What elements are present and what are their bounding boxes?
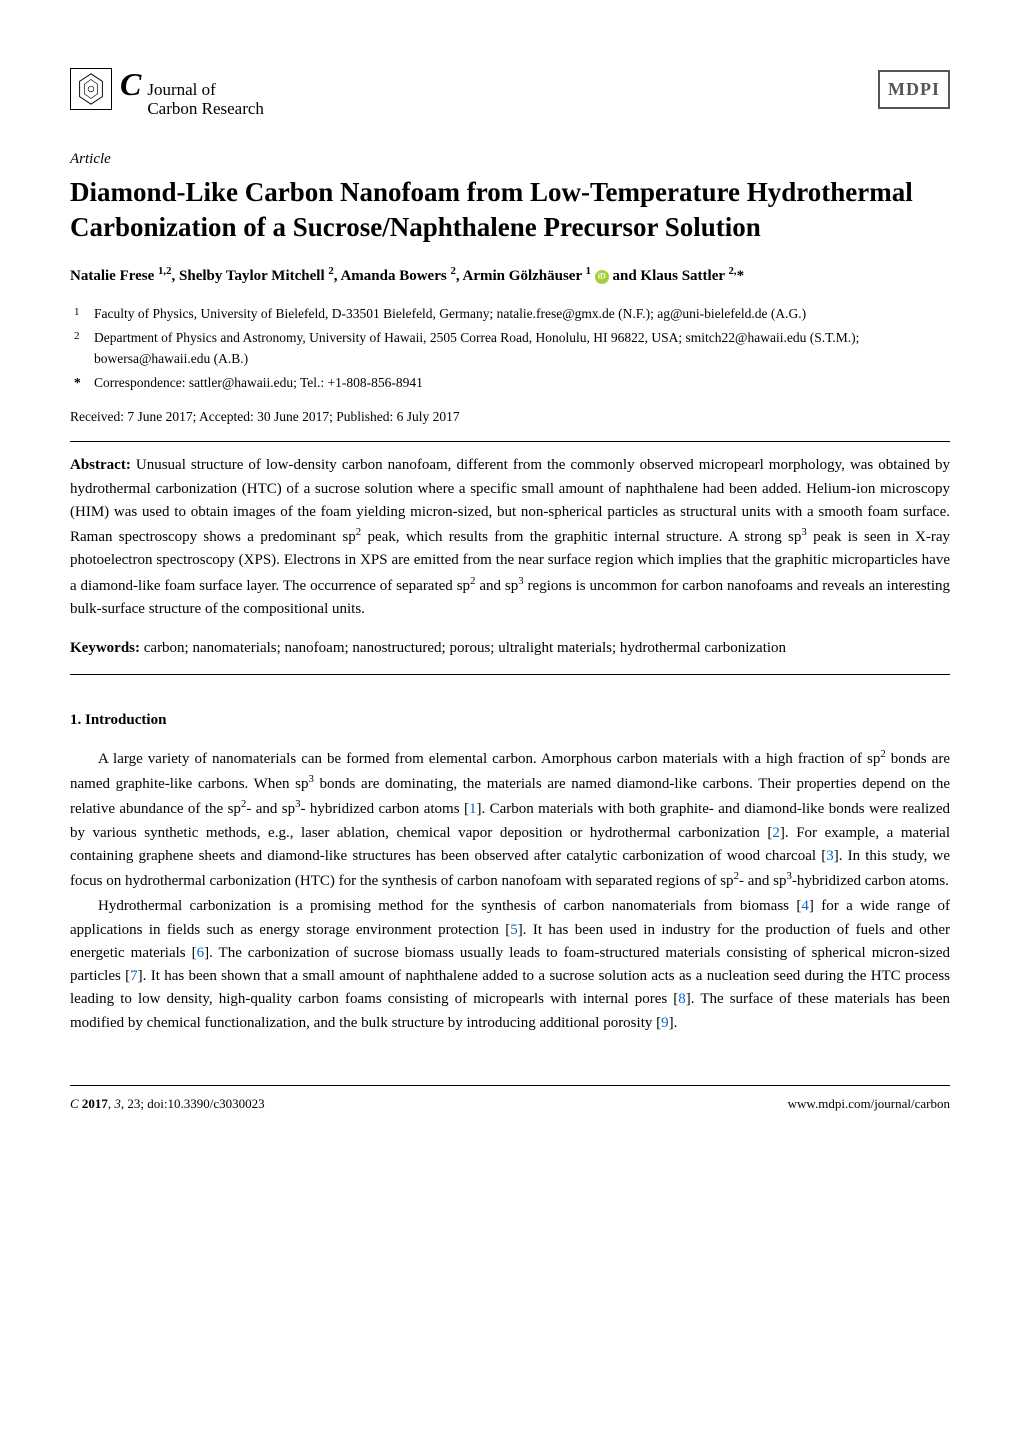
journal-line1: Journal of bbox=[147, 80, 215, 99]
publisher-logo: MDPI bbox=[878, 70, 950, 109]
page-footer: C 2017, 3, 23; doi:10.3390/c3030023 www.… bbox=[70, 1085, 950, 1114]
footer-left: C 2017, 3, 23; doi:10.3390/c3030023 bbox=[70, 1094, 265, 1114]
journal-title-text: Journal of Carbon Research bbox=[147, 81, 264, 118]
affiliation-text: Faculty of Physics, University of Bielef… bbox=[94, 304, 950, 324]
authors-list: Natalie Frese 1,2, Shelby Taylor Mitchel… bbox=[70, 263, 950, 288]
correspondence-star: * bbox=[74, 373, 94, 393]
journal-line2: Carbon Research bbox=[147, 99, 264, 118]
affiliation-number: 1 bbox=[74, 304, 94, 324]
affiliation-text: Department of Physics and Astronomy, Uni… bbox=[94, 328, 950, 369]
affiliation-item: 2 Department of Physics and Astronomy, U… bbox=[96, 328, 950, 369]
separator-line bbox=[70, 441, 950, 442]
keywords-label: Keywords: bbox=[70, 640, 140, 656]
abstract-label: Abstract: bbox=[70, 457, 131, 473]
affiliation-number: 2 bbox=[74, 328, 94, 369]
affiliations-block: 1 Faculty of Physics, University of Biel… bbox=[70, 304, 950, 393]
affiliation-item: 1 Faculty of Physics, University of Biel… bbox=[96, 304, 950, 324]
separator-line bbox=[70, 674, 950, 675]
abstract-block: Abstract: Unusual structure of low-densi… bbox=[70, 454, 950, 621]
section-heading-intro: 1. Introduction bbox=[70, 709, 950, 732]
footer-right: www.mdpi.com/journal/carbon bbox=[788, 1094, 950, 1114]
keywords-text: carbon; nanomaterials; nanofoam; nanostr… bbox=[144, 640, 786, 656]
correspondence-line: * Correspondence: sattler@hawaii.edu; Te… bbox=[96, 373, 950, 393]
orcid-icon bbox=[595, 270, 609, 284]
journal-logo: C Journal of Carbon Research bbox=[70, 60, 264, 118]
abstract-text: Unusual structure of low-density carbon … bbox=[70, 457, 950, 617]
publication-dates: Received: 7 June 2017; Accepted: 30 June… bbox=[70, 407, 950, 427]
article-title: Diamond-Like Carbon Nanofoam from Low-Te… bbox=[70, 175, 950, 245]
body-paragraph: Hydrothermal carbonization is a promisin… bbox=[70, 895, 950, 1035]
journal-letter: C bbox=[120, 60, 141, 108]
page-header: C Journal of Carbon Research MDPI bbox=[70, 60, 950, 118]
article-type: Article bbox=[70, 148, 950, 171]
keywords-block: Keywords: carbon; nanomaterials; nanofoa… bbox=[70, 637, 950, 660]
correspondence-text: Correspondence: sattler@hawaii.edu; Tel.… bbox=[94, 373, 423, 393]
body-paragraph: A large variety of nanomaterials can be … bbox=[70, 746, 950, 894]
journal-name: C Journal of Carbon Research bbox=[120, 60, 264, 118]
journal-logo-icon bbox=[70, 68, 112, 110]
